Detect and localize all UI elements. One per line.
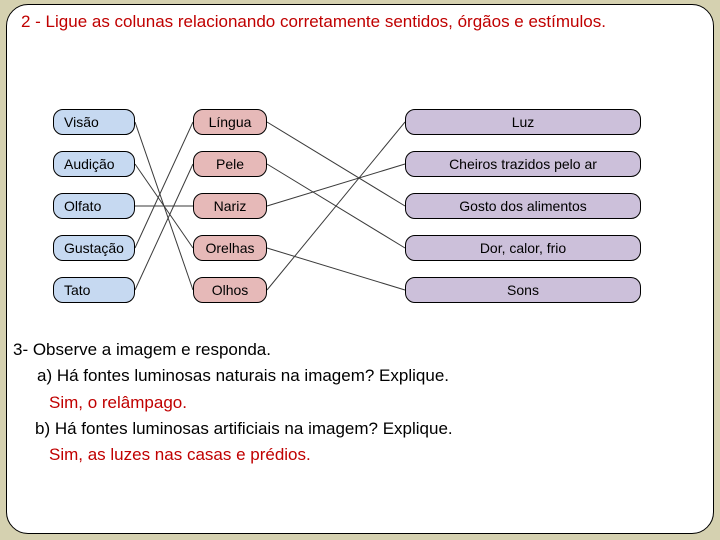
stimulus-pill: Cheiros trazidos pelo ar [405, 151, 641, 177]
sense-pill: Olfato [53, 193, 135, 219]
stimulus-pill: Luz [405, 109, 641, 135]
organ-pill: Pele [193, 151, 267, 177]
stimulus-pill: Dor, calor, frio [405, 235, 641, 261]
question-3-block: 3- Observe a imagem e responda. a) Há fo… [13, 337, 693, 469]
organ-pill: Nariz [193, 193, 267, 219]
answer-3b: Sim, as luzes nas casas e prédios. [13, 442, 693, 468]
sense-pill: Visão [53, 109, 135, 135]
sense-pill: Audição [53, 151, 135, 177]
stimulus-pill: Gosto dos alimentos [405, 193, 641, 219]
sense-pill: Gustação [53, 235, 135, 261]
page-card: 2 - Ligue as colunas relacionando corret… [6, 4, 714, 534]
organ-pill: Língua [193, 109, 267, 135]
stimulus-pill: Sons [405, 277, 641, 303]
organ-pill: Olhos [193, 277, 267, 303]
organ-pill: Orelhas [193, 235, 267, 261]
matching-diagram: Visão Audição Olfato Gustação Tato Língu… [7, 95, 715, 325]
answer-3a: Sim, o relâmpago. [13, 390, 693, 416]
question-3b: b) Há fontes luminosas artificiais na im… [13, 416, 693, 442]
question-3-title: 3- Observe a imagem e responda. [13, 337, 693, 363]
question-2-title: 2 - Ligue as colunas relacionando corret… [21, 11, 691, 34]
question-3a: a) Há fontes luminosas naturais na image… [13, 363, 693, 389]
sense-pill: Tato [53, 277, 135, 303]
